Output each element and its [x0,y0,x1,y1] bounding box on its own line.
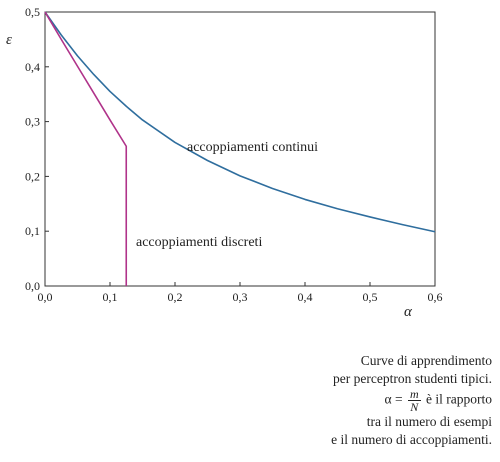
figure-caption: Curve di apprendimento per perceptron st… [262,352,492,449]
y-tick-label: 0,4 [25,60,40,74]
caption-line-1: Curve di apprendimento [360,353,492,368]
x-tick-label: 0,3 [233,290,248,304]
caption-line-5: e il numero di accoppiamenti. [331,432,492,447]
fraction-denominator: N [410,400,419,414]
series-label-continui: accoppiamenti continui [187,140,318,155]
y-tick-label: 0,3 [25,115,40,129]
series-label-discreti: accoppiamenti discreti [136,235,262,250]
caption-alpha-eq: α = [384,391,403,407]
y-axis-label: ε [6,32,12,48]
y-tick-label: 0,5 [25,5,40,19]
y-tick-label: 0,0 [25,279,40,293]
x-tick-label: 0,5 [363,290,378,304]
x-tick-label: 0,0 [38,290,53,304]
y-tick-label: 0,2 [25,169,40,183]
x-tick-label: 0,2 [168,290,183,304]
caption-fraction: m N [407,387,421,414]
x-axis: 0,0 0,1 0,2 0,3 0,4 0,5 0,6 [38,282,443,304]
y-tick-label: 0,1 [25,224,40,238]
x-axis-label: α [404,304,413,320]
learning-curve-chart: 0,0 0,1 0,2 0,3 0,4 0,5 0,6 0,0 0,1 0,2 0,3 0,4 0,5… [6,5,443,320]
caption-line-3: α = m N è il rapporto [262,388,492,413]
series-line-continui [44,11,436,233]
caption-line-4: tra il numero di esempi [366,414,492,429]
caption-line-2: per perceptron studenti tipici. [333,371,492,386]
series-layer [44,11,436,286]
y-axis: 0,0 0,1 0,2 0,3 0,4 0,5 [25,5,49,293]
x-tick-label: 0,4 [298,290,313,304]
x-tick-label: 0,6 [428,290,443,304]
fraction-numerator: m [407,387,421,401]
x-tick-label: 0,1 [103,290,118,304]
series-line-discreti [44,11,128,286]
caption-line-3-rest: è il rapporto [426,391,492,407]
